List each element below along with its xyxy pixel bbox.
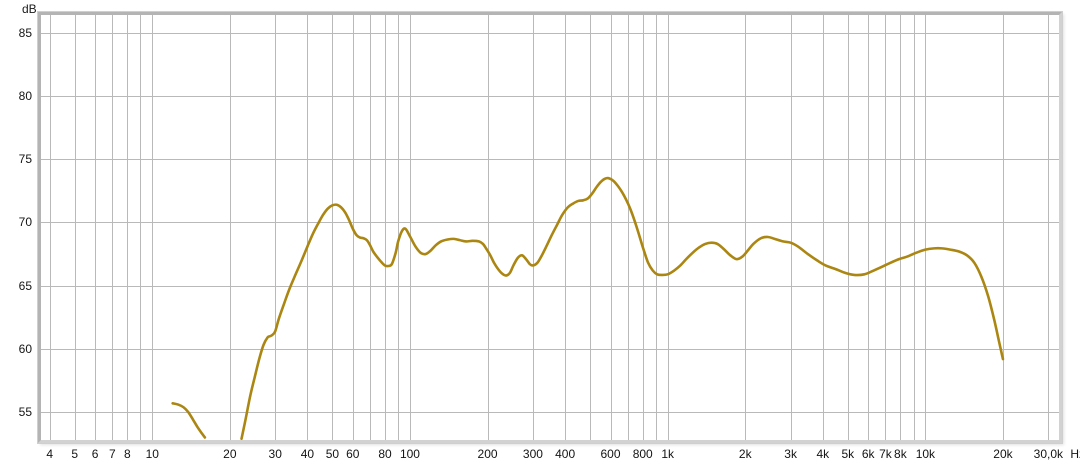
x-tick-label: 6k [861,447,875,461]
x-tick-label: 7 [109,447,116,461]
y-tick-label: 70 [18,215,32,230]
x-tick-label: 8k [894,447,907,461]
x-tick-label: 4k [816,447,830,461]
x-tick-label: 7k [879,447,892,461]
x-tick-label: 30 [268,447,282,461]
x-axis-unit-label: Hz [1070,447,1080,461]
horizontal-gridlines [41,33,1059,413]
x-tick-label: 5k [841,447,855,461]
y-tick-label: 55 [18,405,32,420]
series-line [171,402,207,439]
x-tick-label: 10 [145,447,159,461]
plot-frame [38,12,1062,443]
x-tick-label: 20 [223,447,237,461]
x-tick-label: 100 [399,447,420,461]
x-tick-label: 20k [993,447,1013,461]
data-series-group [171,176,1005,440]
y-tick-label: 75 [18,152,32,167]
x-tick-label: 40 [300,447,315,461]
y-tick-label: 65 [18,278,32,293]
x-tick-label: 1k [661,447,675,461]
x-tick-label: 2k [738,447,752,461]
plot-svg [41,15,1059,440]
x-tick-label: 4 [46,447,54,461]
x-tick-label: 8 [123,447,131,461]
x-tick-label: 200 [477,447,498,461]
x-tick-label: 10k [915,447,936,461]
x-tick-label: 800 [632,447,653,461]
x-tick-label: 80 [378,447,392,461]
plot-area [41,15,1059,440]
y-tick-label: 85 [18,25,32,40]
x-tick-label: 30,0k [1033,447,1064,461]
y-tick-label: 60 [18,341,32,356]
x-tick-label: 400 [555,447,576,461]
x-tick-label: 6 [91,447,99,461]
x-tick-label: 50 [325,447,340,461]
x-tick-label: 3k [784,447,797,461]
x-tick-label: 60 [346,447,360,461]
x-tick-label: 300 [522,447,543,461]
y-tick-label: 80 [18,88,32,103]
x-tick-label: 600 [600,447,621,461]
y-axis-unit-label: dB [22,2,37,16]
series-line [240,176,1005,440]
x-tick-label: 5 [71,447,79,461]
vertical-gridlines [50,15,1049,440]
